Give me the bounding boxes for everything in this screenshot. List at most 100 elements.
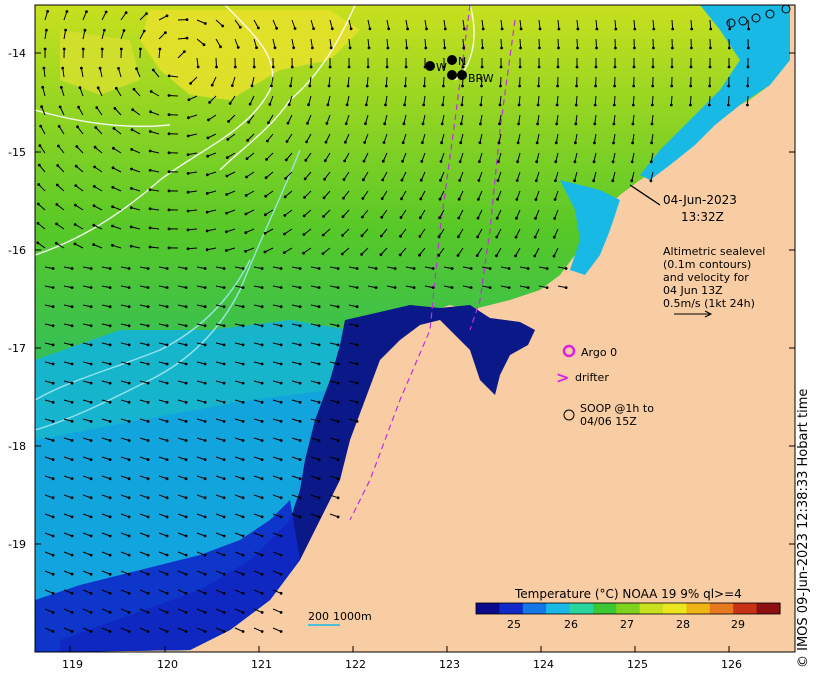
velocity-arrowhead [375, 286, 378, 289]
velocity-arrowhead [223, 458, 226, 461]
station-n-marker[interactable] [447, 55, 457, 65]
velocity-arrowhead [187, 191, 190, 194]
velocity-arrowhead [185, 344, 188, 347]
velocity-arrowhead [287, 122, 290, 125]
velocity-arrowhead [223, 363, 226, 366]
velocity-arrowhead [207, 119, 210, 122]
velocity-arrowhead [497, 179, 500, 182]
velocity-arrowhead [82, 48, 85, 51]
velocity-arrowhead [71, 439, 74, 442]
velocity-arrowhead [280, 363, 283, 366]
velocity-arrowhead [554, 179, 557, 182]
velocity-arrowhead [437, 254, 440, 257]
velocity-arrowhead [166, 344, 169, 347]
colorbar-cell [710, 603, 734, 614]
velocity-arrowhead [242, 286, 245, 289]
velocity-arrowhead [438, 235, 441, 238]
velocity-arrowhead [90, 458, 93, 461]
velocity-arrowhead [166, 458, 169, 461]
velocity-arrowhead [168, 228, 171, 231]
velocity-arrowhead [361, 234, 364, 237]
lat-tick-label: -15 [8, 146, 26, 159]
velocity-arrowhead [223, 382, 226, 385]
velocity-arrowhead [458, 179, 461, 182]
velocity-arrowhead [112, 147, 115, 150]
velocity-arrowhead [74, 223, 77, 226]
velocity-arrowhead [204, 267, 207, 270]
velocity-arrowhead [364, 122, 367, 125]
velocity-arrowhead [280, 286, 283, 289]
colorbar-tick-label: 27 [620, 618, 634, 631]
velocity-arrowhead [143, 30, 146, 33]
velocity-arrowhead [128, 516, 131, 519]
station-brw-marker[interactable] [447, 70, 457, 80]
velocity-arrowhead [399, 254, 402, 257]
velocity-arrowhead [356, 267, 359, 270]
velocity-arrowhead [413, 267, 416, 270]
velocity-arrowhead [147, 535, 150, 538]
velocity-arrowhead [553, 236, 556, 239]
velocity-arrowhead [185, 554, 188, 557]
velocity-arrowhead [534, 217, 537, 220]
velocity-arrowhead [520, 28, 523, 31]
velocity-arrowhead [595, 66, 598, 69]
velocity-arrowhead [497, 160, 500, 163]
velocity-arrowhead [71, 458, 74, 461]
velocity-arrowhead [299, 382, 302, 385]
velocity-arrowhead [386, 66, 389, 69]
velocity-arrowhead [223, 267, 226, 270]
lon-tick-label: 126 [721, 658, 742, 671]
velocity-arrowhead [52, 458, 55, 461]
velocity-arrowhead [76, 125, 79, 128]
velocity-arrowhead [299, 363, 302, 366]
velocity-arrowhead [508, 286, 511, 289]
velocity-arrowhead [147, 420, 150, 423]
lon-tick-label: 120 [157, 658, 178, 671]
velocity-arrowhead [303, 215, 306, 218]
velocity-arrowhead [500, 66, 503, 69]
velocity-arrowhead [405, 47, 408, 50]
velocity-arrowhead [39, 144, 42, 147]
velocity-arrowhead [71, 267, 74, 270]
velocity-arrowhead [40, 105, 43, 108]
velocity-arrowhead [109, 286, 112, 289]
velocity-arrowhead [747, 66, 750, 69]
date-line-1: 04-Jun-2023 [663, 193, 737, 207]
velocity-arrowhead [135, 67, 138, 70]
velocity-arrowhead [139, 48, 142, 51]
velocity-arrowhead [185, 458, 188, 461]
velocity-arrowhead [337, 439, 340, 442]
velocity-arrowhead [64, 29, 67, 32]
colorbar-cell [570, 603, 594, 614]
station-brw-marker-2[interactable] [457, 70, 467, 80]
velocity-arrowhead [109, 573, 112, 576]
velocity-arrowhead [383, 122, 386, 125]
velocity-arrowhead [204, 535, 207, 538]
velocity-arrowhead [111, 225, 114, 228]
velocity-arrowhead [206, 211, 209, 214]
velocity-arrowhead [242, 573, 245, 576]
velocity-arrowhead [394, 286, 397, 289]
velocity-arrowhead [92, 243, 95, 246]
velocity-arrowhead [223, 611, 226, 614]
velocity-arrowhead [593, 123, 596, 126]
velocity-arrowhead [185, 592, 188, 595]
velocity-arrowhead [318, 363, 321, 366]
velocity-arrowhead [285, 159, 288, 162]
velocity-arrowhead [39, 125, 42, 128]
velocity-arrowhead [128, 573, 131, 576]
velocity-arrowhead [90, 535, 93, 538]
velocity-arrowhead [219, 45, 222, 48]
velocity-arrowhead [185, 573, 188, 576]
velocity-arrowhead [633, 47, 636, 50]
velocity-arrowhead [166, 305, 169, 308]
velocity-arrowhead [727, 104, 730, 107]
velocity-arrowhead [206, 230, 209, 233]
velocity-arrowhead [231, 84, 234, 87]
velocity-arrowhead [52, 477, 55, 480]
velocity-arrowhead [168, 94, 171, 97]
station-w-marker[interactable] [425, 61, 435, 71]
velocity-arrowhead [406, 28, 409, 31]
velocity-arrowhead [52, 611, 55, 614]
velocity-arrowhead [75, 165, 78, 168]
